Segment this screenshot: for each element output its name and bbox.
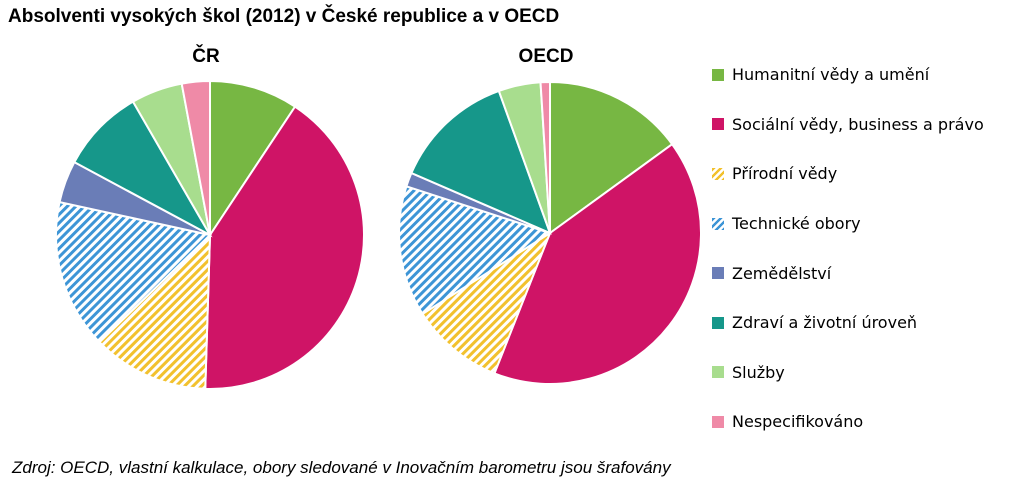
pie-slice-socialni-vedy-business-a-pravo (204, 105, 365, 390)
pie-slice-humanitni-vedy-a-umeni (549, 80, 674, 235)
legend-item: Zemědělství (712, 248, 984, 298)
legend-item: Technické obory (712, 199, 984, 249)
pie-charts (55, 79, 700, 390)
legend-label: Nespecifikováno (732, 412, 864, 432)
legend-label: Humanitní vědy a umění (732, 65, 930, 85)
pie-slice-prirodni-vedy (98, 232, 212, 390)
legend-swatch (712, 415, 724, 428)
pie-slice-zdravi-a-zivotni-uroven (410, 89, 552, 235)
legend-item: Humanitní vědy a umění (712, 50, 984, 100)
legend-item: Nespecifikováno (712, 397, 984, 447)
pie-slice-technicke-obory (55, 200, 213, 344)
legend-label: Sociální vědy, business a právo (732, 114, 984, 134)
pie-slice-nespecifikovano (539, 80, 551, 234)
pie-oecd (398, 80, 700, 385)
legend-swatch (712, 217, 724, 230)
source-note: Zdroj: OECD, vlastní kalkulace, obory sl… (12, 458, 671, 477)
pie-cr (55, 79, 365, 390)
legend-item: Sociální vědy, business a právo (712, 100, 984, 150)
legend-swatch (712, 68, 724, 81)
pie-title-oecd: OECD (518, 46, 574, 67)
legend: Humanitní vědy a umění Sociální vědy, bu… (712, 50, 984, 447)
legend-item: Služby (712, 348, 984, 398)
legend-swatch (712, 267, 724, 280)
pie-slice-technicke-obory (398, 185, 553, 316)
legend-label: Zdraví a životní úroveň (732, 313, 918, 333)
legend-swatch (712, 316, 724, 329)
pie-slice-socialni-vedy-business-a-pravo (493, 142, 700, 385)
legend-label: Přírodní vědy (732, 164, 838, 184)
chart-title: Absolventi vysokých škol (2012) v České … (8, 6, 560, 27)
pie-slice-prirodni-vedy (421, 230, 553, 375)
legend-swatch (712, 118, 724, 131)
pie-slice-nespecifikovano (180, 79, 211, 236)
legend-item: Zdraví a životní úroveň (712, 298, 984, 348)
legend-swatch (712, 167, 724, 180)
legend-swatch (712, 366, 724, 379)
pie-slice-humanitni-vedy-a-umeni (209, 79, 297, 239)
legend-label: Zemědělství (732, 263, 832, 283)
pie-slice-zdravi-a-zivotni-uroven (72, 100, 213, 238)
pie-title-cr: ČR (192, 46, 220, 67)
legend-label: Technické obory (732, 214, 861, 234)
legend-label: Služby (732, 362, 785, 382)
legend-item: Přírodní vědy (712, 149, 984, 199)
